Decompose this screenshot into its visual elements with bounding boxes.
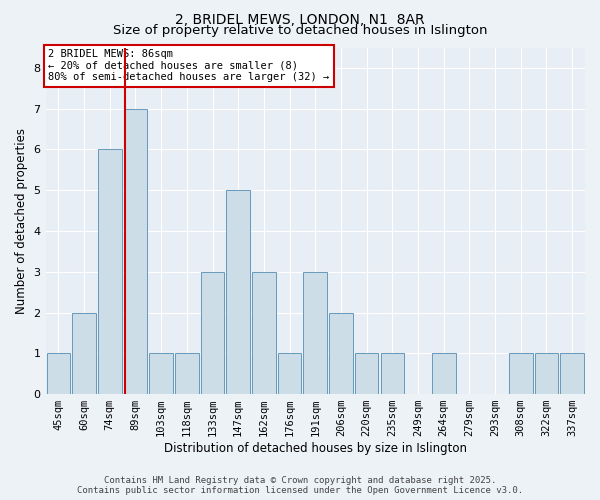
Bar xyxy=(175,354,199,394)
Bar xyxy=(304,272,327,394)
Bar xyxy=(226,190,250,394)
Bar xyxy=(278,354,301,394)
Bar xyxy=(124,108,147,394)
Bar xyxy=(201,272,224,394)
Y-axis label: Number of detached properties: Number of detached properties xyxy=(15,128,28,314)
Bar xyxy=(560,354,584,394)
Bar xyxy=(252,272,276,394)
Text: Contains HM Land Registry data © Crown copyright and database right 2025.
Contai: Contains HM Land Registry data © Crown c… xyxy=(77,476,523,495)
X-axis label: Distribution of detached houses by size in Islington: Distribution of detached houses by size … xyxy=(164,442,467,455)
Bar xyxy=(98,150,122,394)
Bar xyxy=(509,354,533,394)
Bar xyxy=(149,354,173,394)
Bar xyxy=(535,354,558,394)
Bar xyxy=(329,312,353,394)
Bar xyxy=(47,354,70,394)
Bar xyxy=(432,354,455,394)
Bar xyxy=(355,354,379,394)
Text: 2, BRIDEL MEWS, LONDON, N1  8AR: 2, BRIDEL MEWS, LONDON, N1 8AR xyxy=(175,12,425,26)
Bar xyxy=(72,312,96,394)
Bar xyxy=(380,354,404,394)
Text: 2 BRIDEL MEWS: 86sqm
← 20% of detached houses are smaller (8)
80% of semi-detach: 2 BRIDEL MEWS: 86sqm ← 20% of detached h… xyxy=(48,49,329,82)
Text: Size of property relative to detached houses in Islington: Size of property relative to detached ho… xyxy=(113,24,487,37)
